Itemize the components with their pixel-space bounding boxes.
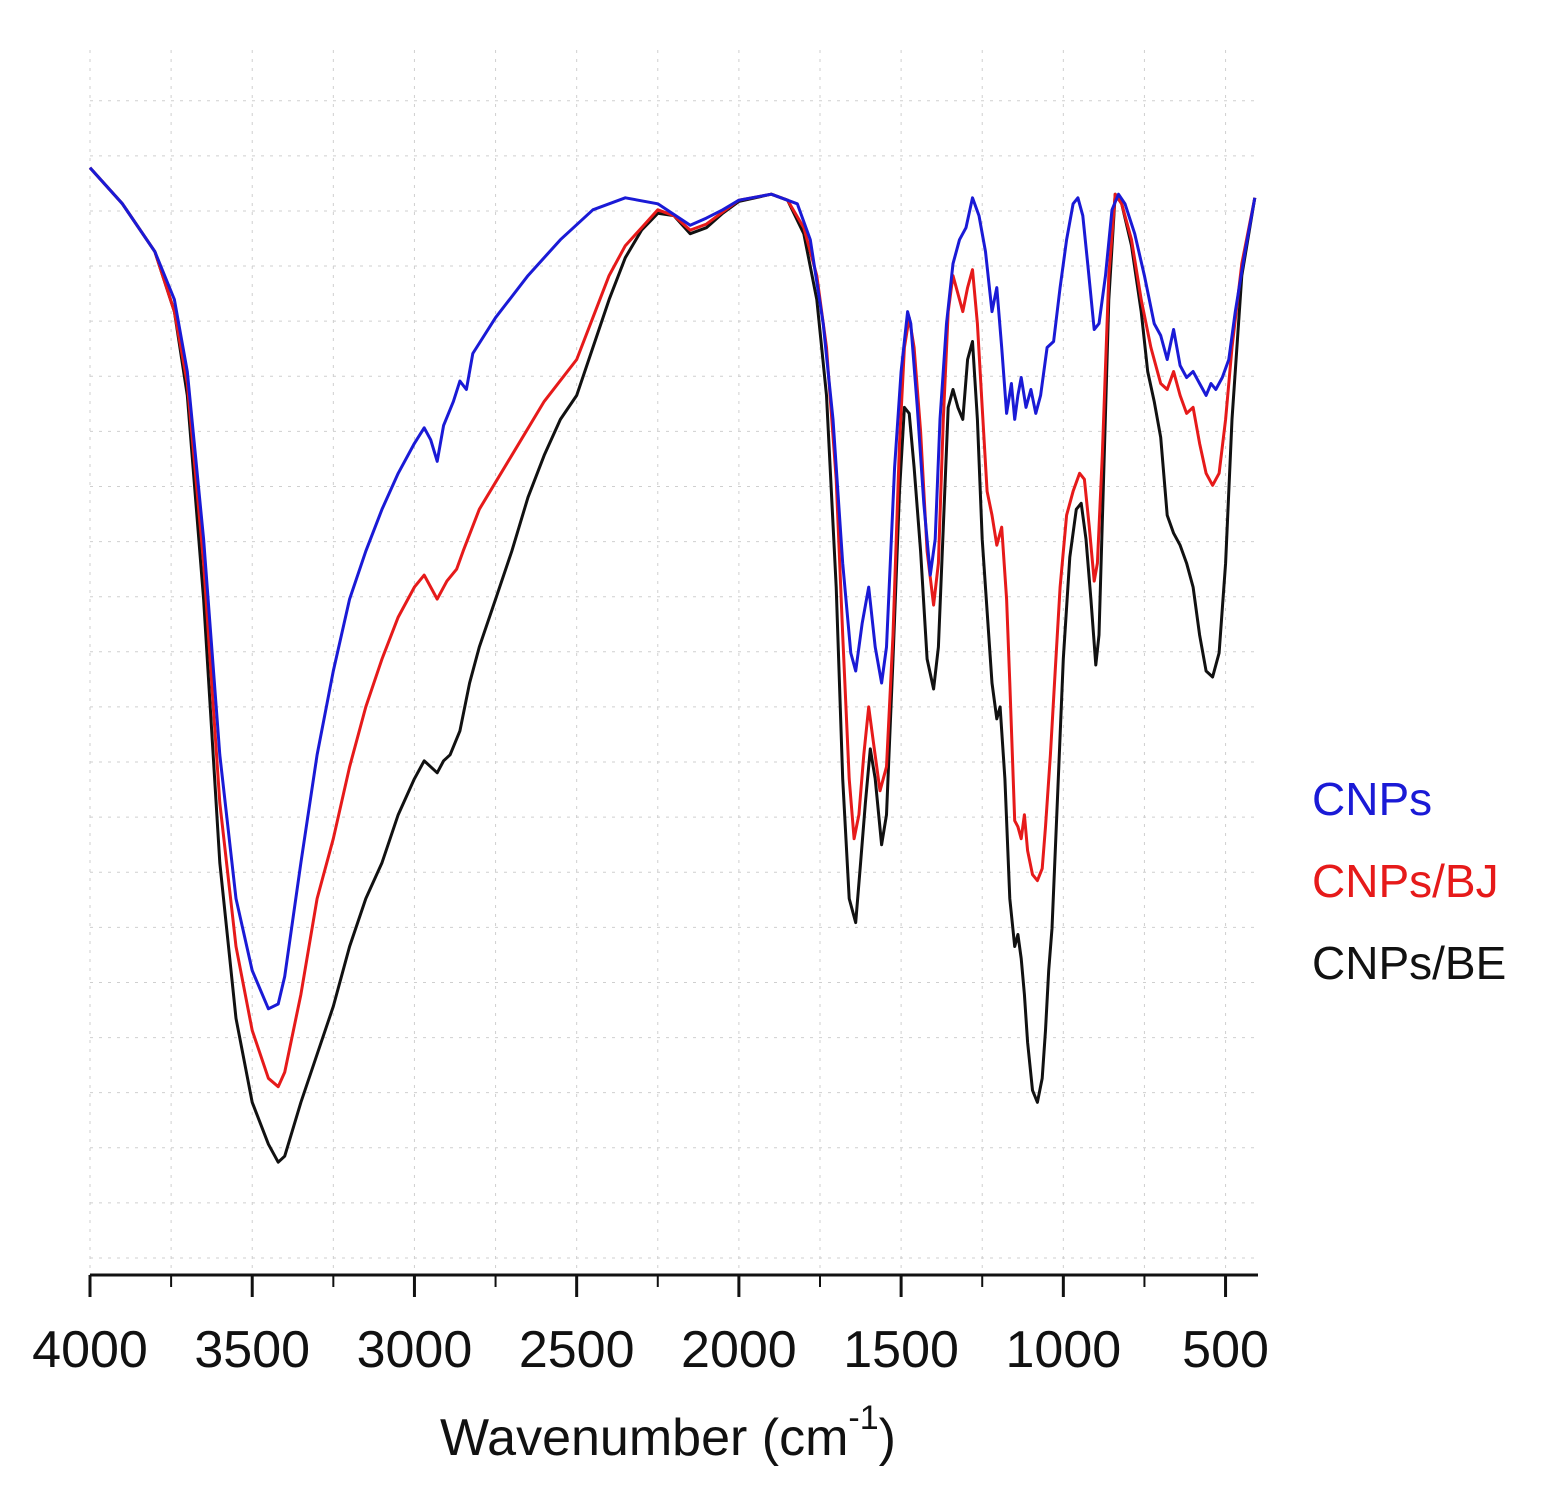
x-axis-tick-labels: 4000 3500 3000 2500 2000 1500 1000 500	[32, 1321, 1269, 1379]
grid-lines	[89, 50, 1258, 1275]
x-tick-label: 2500	[519, 1321, 635, 1379]
x-axis-ticks	[88, 1275, 1228, 1297]
x-tick-label: 1000	[1005, 1321, 1121, 1379]
x-tick-label: 1500	[843, 1321, 959, 1379]
series-line-cnps-be	[88, 166, 1257, 1164]
legend: CNPs CNPs/BJ CNPs/BE	[1312, 773, 1506, 989]
series-line-cnps	[88, 166, 1257, 1011]
x-tick-label: 4000	[32, 1321, 148, 1379]
x-tick-label: 2000	[681, 1321, 797, 1379]
series-line-cnps-bj	[88, 166, 1257, 1089]
x-tick-label: 3500	[194, 1321, 310, 1379]
series-lines	[88, 166, 1257, 1164]
x-axis-title-sup: -1	[848, 1399, 878, 1437]
legend-label-cnps-bj: CNPs/BJ	[1312, 855, 1499, 907]
x-tick-label: 500	[1182, 1321, 1269, 1379]
x-tick-label: 3000	[357, 1321, 473, 1379]
legend-label-cnps-be: CNPs/BE	[1312, 937, 1506, 989]
x-axis-title-main: Wavenumber (cm	[440, 1409, 848, 1467]
x-axis-title: Wavenumber (cm-1)	[440, 1399, 896, 1467]
legend-label-cnps: CNPs	[1312, 773, 1432, 825]
x-axis-title-close: )	[879, 1409, 896, 1467]
